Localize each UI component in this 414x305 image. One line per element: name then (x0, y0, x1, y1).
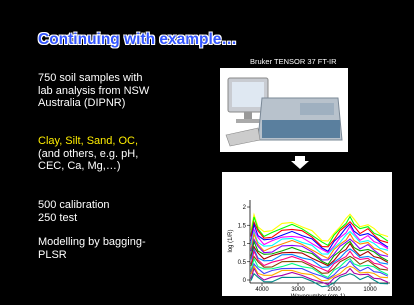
x-tick-label: 1000 (363, 287, 377, 293)
x-tick-label: 2000 (327, 287, 341, 293)
x-axis-label: Wavenumber (cm-1) (291, 294, 345, 300)
arrow (291, 156, 309, 169)
y-tick-label: 1.5 (238, 223, 247, 229)
x-tick-label: 4000 (255, 287, 269, 293)
spectra-figure: log (1/R) Wavenumber (cm-1) 00.511.52400… (222, 172, 392, 300)
y-axis-label: log (1/R) (228, 229, 234, 252)
instrument-image (220, 68, 348, 152)
y-tick-label: 0.5 (238, 260, 247, 266)
x-tick-label: 3000 (291, 287, 305, 293)
slide: Continuing with example… 750 soil sample… (0, 0, 414, 305)
figures: log (1/R) Wavenumber (cm-1) 00.511.52400… (0, 0, 414, 305)
